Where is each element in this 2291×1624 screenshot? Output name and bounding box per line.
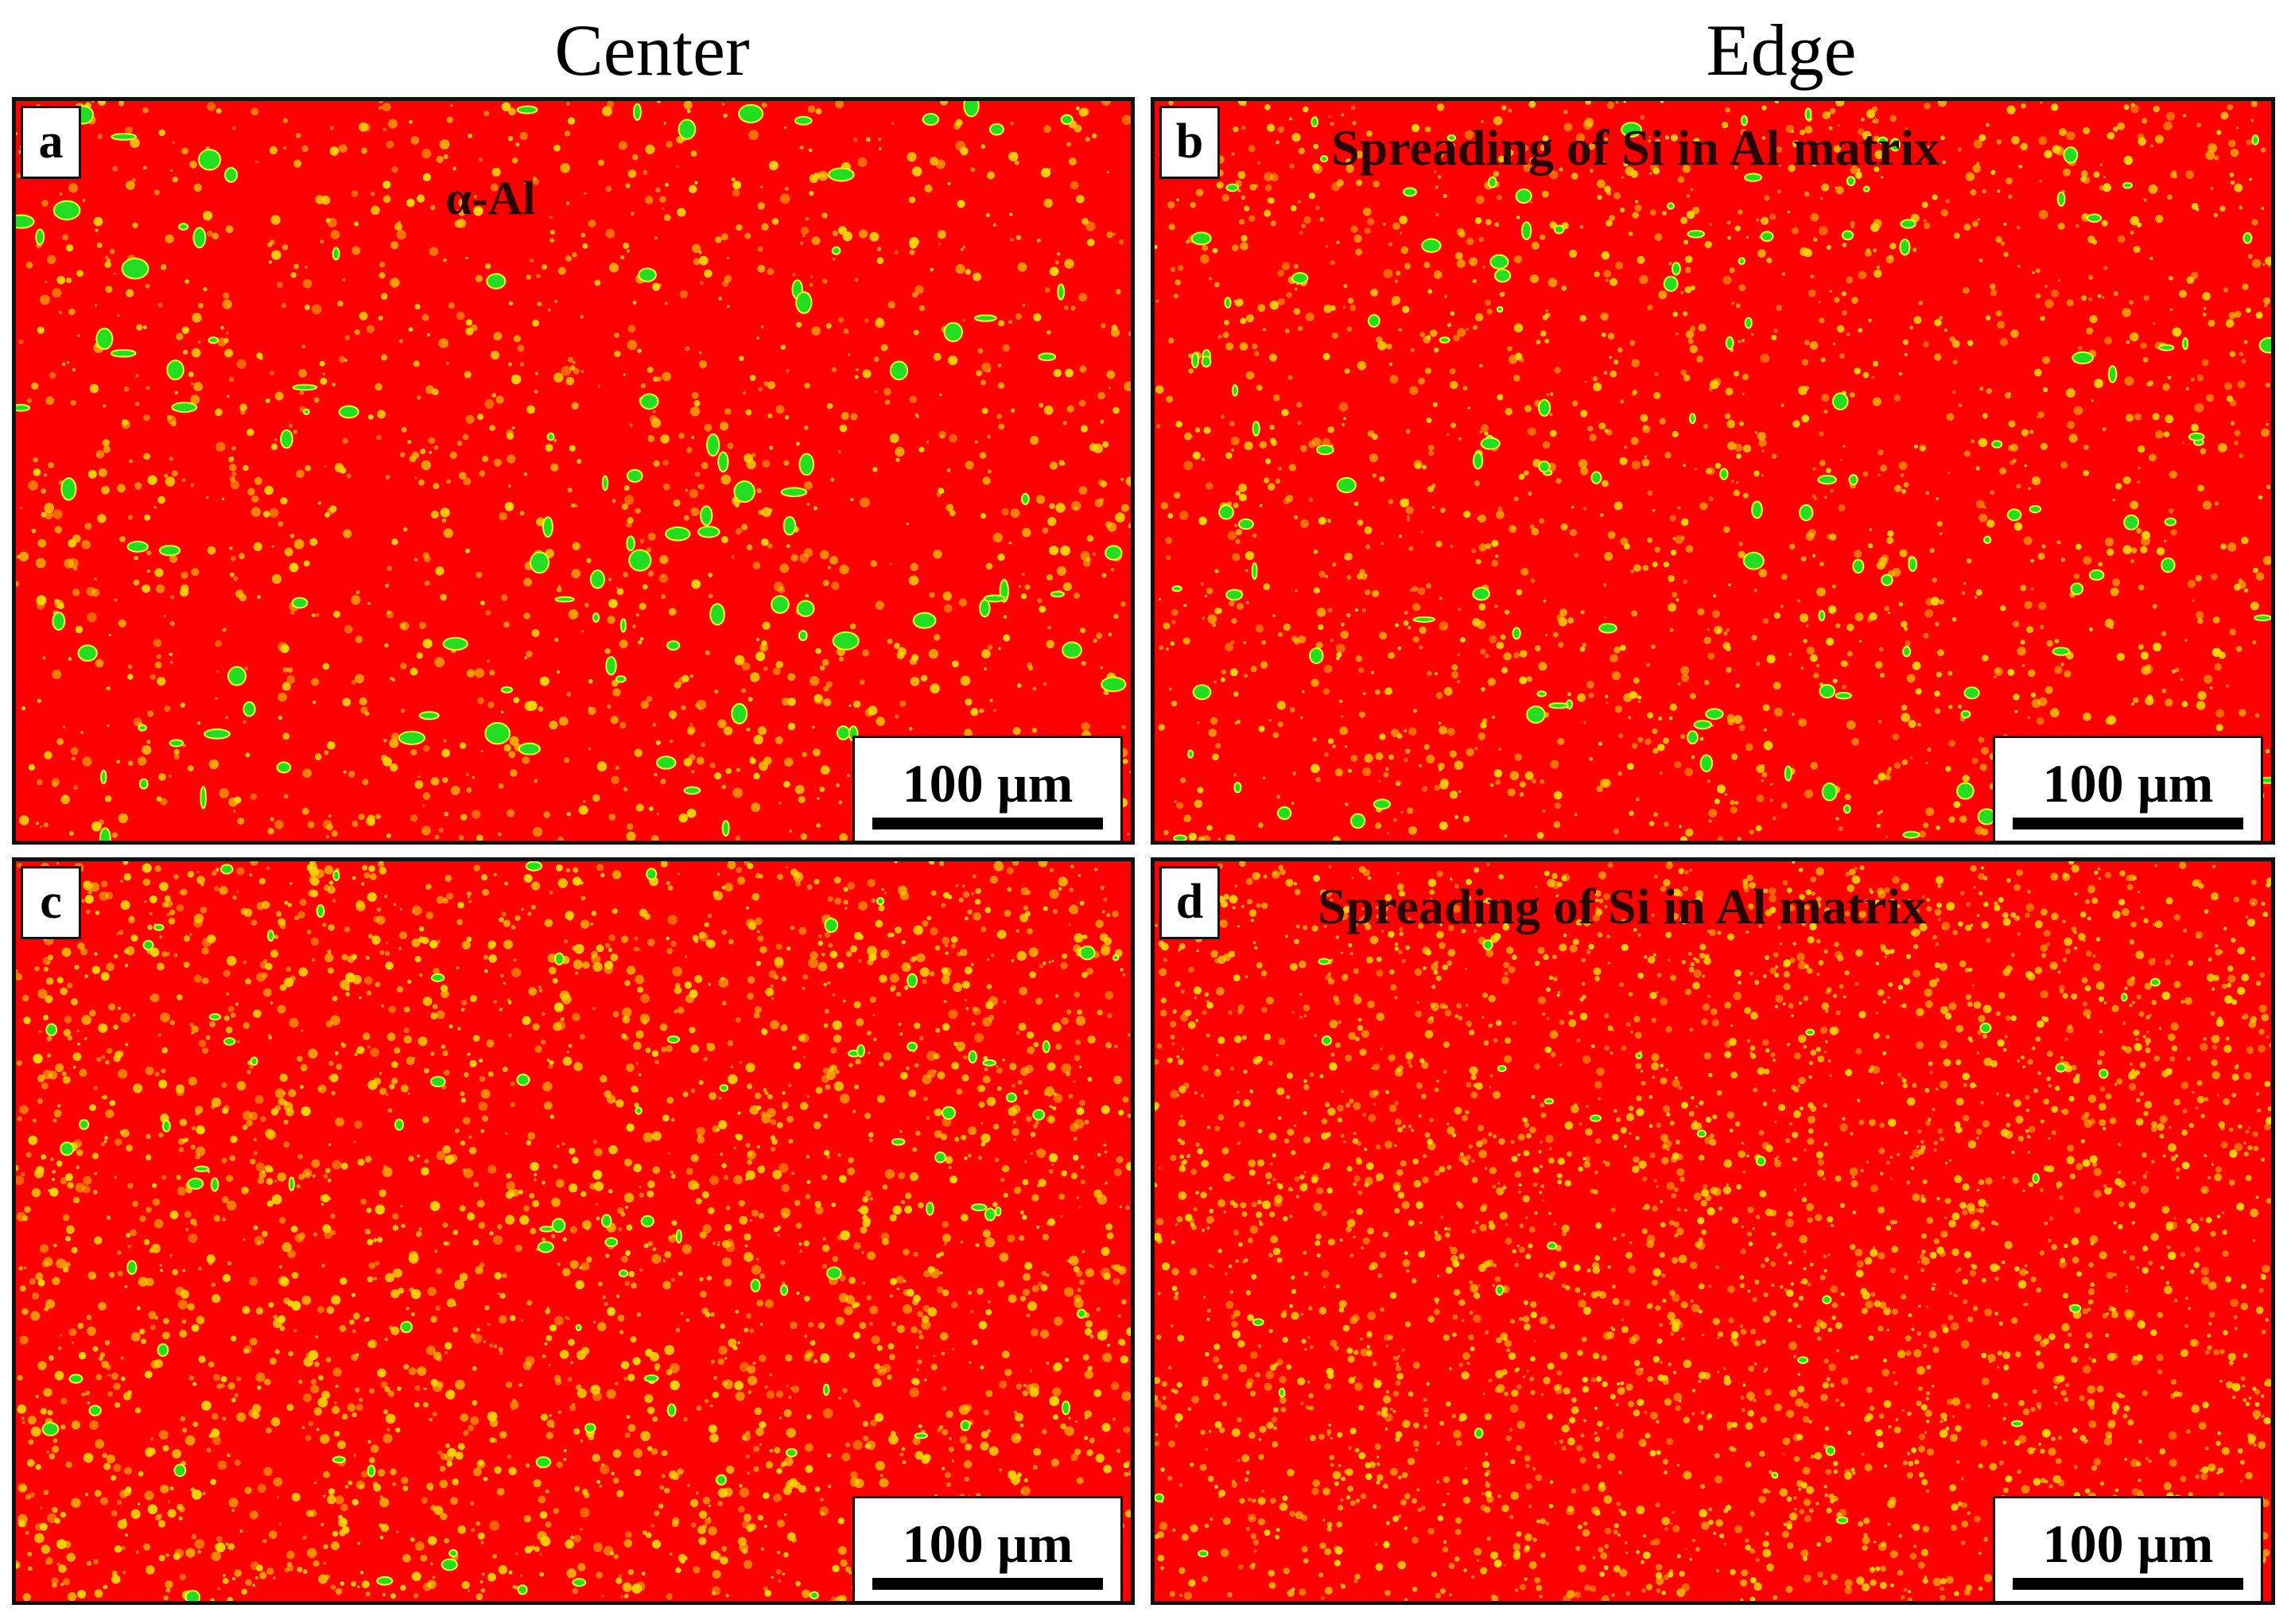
- scale-bar-line: [872, 818, 1103, 829]
- panel-label-a: a: [21, 106, 81, 179]
- column-title-center: Center: [554, 10, 750, 91]
- scale-bar-c: 100 µm: [852, 1496, 1123, 1601]
- panel-label-c: c: [21, 866, 81, 939]
- scale-bar-label: 100 µm: [902, 1513, 1074, 1574]
- eds-map-c: [16, 861, 1131, 1601]
- spreading-annotation-d: Spreading of Si in Al matrix: [1318, 878, 1927, 934]
- scale-bar-label: 100 µm: [2042, 753, 2214, 814]
- alpha-al-label: α-Al: [445, 172, 536, 224]
- scale-bar-b: 100 µm: [1993, 736, 2263, 841]
- panel-label-d: d: [1159, 866, 1220, 939]
- eds-map-d: [1155, 861, 2271, 1601]
- column-title-edge: Edge: [1706, 10, 1857, 91]
- panel-a-center-map: a α-Al 100 µm: [12, 97, 1135, 845]
- scale-bar-line: [2013, 818, 2243, 829]
- panel-c-center-map: c 100 µm: [12, 857, 1135, 1605]
- panel-b-edge-map: b Spreading of Si in Al matrix 100 µm: [1151, 97, 2275, 845]
- scale-bar-line: [2013, 1578, 2243, 1590]
- panel-d-edge-map: d Spreading of Si in Al matrix 100 µm: [1151, 857, 2275, 1605]
- spreading-annotation-b: Spreading of Si in Al matrix: [1331, 119, 1940, 176]
- scale-bar-d: 100 µm: [1993, 1496, 2263, 1601]
- scale-bar-label: 100 µm: [902, 753, 1074, 814]
- scale-bar-line: [872, 1578, 1103, 1590]
- panel-label-b: b: [1159, 106, 1220, 179]
- scale-bar-a: 100 µm: [852, 736, 1123, 841]
- eds-map-a: [16, 101, 1131, 841]
- eds-map-b: [1155, 101, 2271, 841]
- scale-bar-label: 100 µm: [2042, 1513, 2214, 1574]
